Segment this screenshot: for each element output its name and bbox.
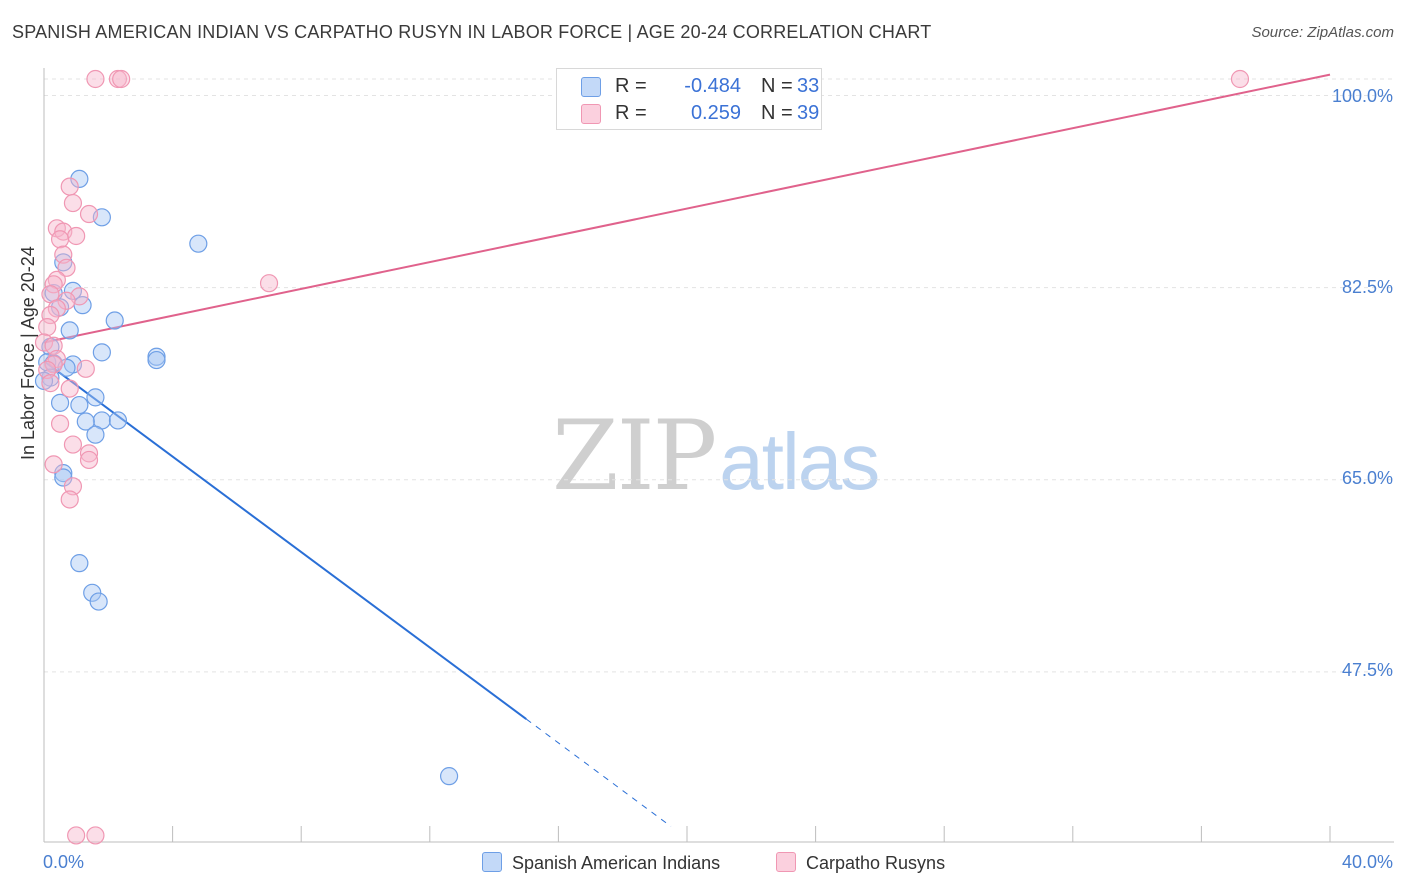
data-point-spanish-american-indian [147, 350, 166, 370]
data-point-spanish-american-indian [89, 592, 108, 611]
legend-swatch-blue [581, 77, 601, 97]
legend-r-value: 0.259 [690, 102, 741, 124]
data-point-spanish-american-indian [50, 393, 70, 412]
data-point-carpatho-rusyn [76, 359, 95, 378]
trend-line-pink [43, 73, 1331, 344]
axis-layer [43, 68, 1394, 843]
legend-n-value: 39 [797, 102, 820, 124]
data-point-carpatho-rusyn [50, 414, 70, 433]
legend-r-label: R = [615, 102, 647, 124]
data-point-carpatho-rusyn [57, 258, 76, 277]
data-point-spanish-american-indian [189, 234, 208, 253]
legend-n-label: N = [761, 75, 793, 97]
correlation-legend: R = -0.484 N = 33 R = 0.259 N = 39 [556, 68, 822, 130]
y-tick-label-47-5: 47.5% [1341, 660, 1393, 680]
y-axis-label: In Labor Force | Age 20-24 [18, 246, 38, 460]
data-point-carpatho-rusyn [41, 305, 60, 325]
data-point-carpatho-rusyn [38, 318, 57, 337]
legend-r-label: R = [615, 75, 647, 97]
bottom-legend-swatch-blue [482, 852, 502, 872]
source-label: Source: ZipAtlas.com [1251, 24, 1394, 41]
watermark-atlas: atlas [719, 417, 880, 506]
bottom-legend-carpatho-rusyns: Carpatho Rusyns [776, 852, 945, 874]
data-point-carpatho-rusyn [67, 226, 86, 246]
point-layer [34, 69, 1250, 845]
data-point-spanish-american-indian [70, 395, 89, 415]
data-point-carpatho-rusyn [67, 826, 86, 845]
bottom-legend-label-blue: Spanish American Indians [512, 853, 721, 873]
data-point-carpatho-rusyn [60, 490, 79, 509]
bottom-legend-spanish-american-indians: Spanish American Indians [482, 852, 720, 874]
data-point-spanish-american-indian [60, 321, 79, 340]
data-point-carpatho-rusyn [86, 69, 105, 89]
data-point-carpatho-rusyn [1230, 69, 1250, 89]
y-tick-label-65: 65.0% [1341, 468, 1393, 488]
data-point-carpatho-rusyn [79, 204, 99, 224]
data-point-carpatho-rusyn [50, 230, 70, 249]
data-point-carpatho-rusyn [86, 826, 105, 845]
chart-title: SPANISH AMERICAN INDIAN VS CARPATHO RUSY… [12, 22, 932, 42]
data-point-carpatho-rusyn [79, 450, 99, 470]
data-point-spanish-american-indian [92, 343, 111, 362]
data-point-carpatho-rusyn [47, 299, 66, 318]
trend-line-extension [525, 718, 672, 827]
data-point-spanish-american-indian [54, 253, 73, 272]
data-point-spanish-american-indian [76, 412, 95, 431]
data-point-spanish-american-indian [108, 411, 128, 430]
trend-line-blue [43, 360, 527, 720]
legend-r-value: -0.484 [684, 75, 741, 97]
data-point-carpatho-rusyn [112, 69, 131, 89]
grid-layer [44, 78, 1394, 673]
data-point-carpatho-rusyn [79, 444, 99, 463]
watermark-zip: ZIP [552, 400, 717, 512]
data-point-carpatho-rusyn [63, 193, 83, 213]
data-point-spanish-american-indian [70, 169, 89, 189]
data-point-spanish-american-indian [105, 311, 124, 330]
legend-n-value: 33 [797, 75, 820, 97]
bottom-legend-label-pink: Carpatho Rusyns [806, 853, 946, 873]
data-point-spanish-american-indian [86, 388, 105, 407]
data-point-carpatho-rusyn [60, 177, 79, 196]
x-tick-label-min: 0.0% [43, 852, 85, 872]
data-point-carpatho-rusyn [63, 435, 83, 454]
data-point-carpatho-rusyn [34, 333, 54, 352]
data-point-carpatho-rusyn [44, 275, 63, 294]
legend-swatch-pink [581, 104, 601, 124]
data-point-spanish-american-indian [86, 425, 105, 444]
x-tick-label-max: 40.0% [1341, 852, 1393, 872]
y-tick-label-100: 100.0% [1331, 86, 1393, 106]
data-point-carpatho-rusyn [57, 291, 76, 310]
data-point-carpatho-rusyn [60, 379, 79, 398]
data-point-carpatho-rusyn [41, 374, 60, 393]
data-point-carpatho-rusyn [44, 455, 63, 474]
y-tick-label-82-5: 82.5% [1341, 277, 1393, 297]
trend-line-layer [43, 73, 1331, 827]
data-point-carpatho-rusyn [259, 274, 279, 293]
bottom-legend-swatch-pink [776, 852, 796, 872]
watermark: ZIPatlas [552, 400, 880, 512]
legend-n-label: N = [761, 102, 793, 124]
data-point-spanish-american-indian [439, 767, 459, 786]
data-point-spanish-american-indian [70, 554, 89, 573]
